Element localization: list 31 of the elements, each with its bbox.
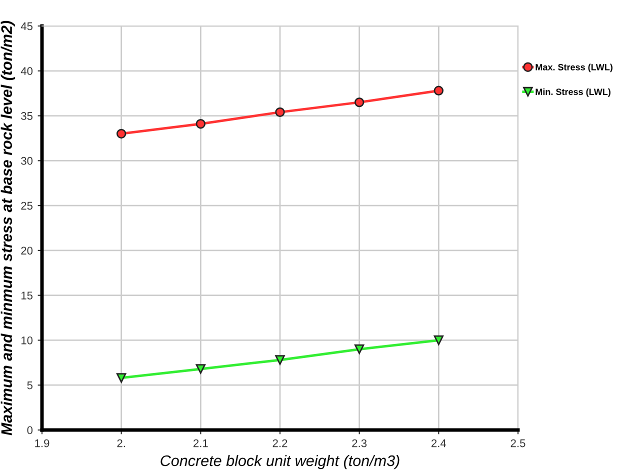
y-tick-label: 20 [21,246,33,255]
point [354,97,364,108]
point [116,128,126,139]
x-axis-title: Concrete block unit weight (ton/m3) [160,454,400,470]
x-tick-label: 2.4 [432,439,446,448]
point [275,107,285,118]
x-tick-label: 2. [117,439,125,448]
y-tick-label: 10 [21,336,33,344]
point [354,344,364,354]
x-tick-label: 2.5 [510,439,526,448]
x-tick-label: 2.3 [352,439,367,448]
y-tick-label: 25 [21,202,33,210]
y-tick-label: 30 [21,156,33,165]
point [196,364,206,374]
x-tick-label: 2.2 [272,439,288,448]
y-tick-label: 40 [20,67,33,76]
legend-label: Max. Stress (LWL) [536,64,612,72]
point [275,355,285,365]
y-tick-label: 5 [27,381,33,390]
point [196,118,206,129]
y-axis-title: Maximum and minmum stress at base rock level (ton/m2) [0,20,16,436]
point [434,86,444,96]
y-tick-label: 35 [21,112,33,120]
y-tick-label: 0 [27,426,33,434]
x-tick-label: 1.9 [35,439,50,448]
y-tick-label: 15 [21,292,33,300]
point [116,373,126,383]
point [434,335,444,346]
x-tick-label: 2.1 [194,439,208,448]
y-tick-label: 45 [20,22,33,30]
legend-label: Min. Stress (LWL) [536,88,610,97]
